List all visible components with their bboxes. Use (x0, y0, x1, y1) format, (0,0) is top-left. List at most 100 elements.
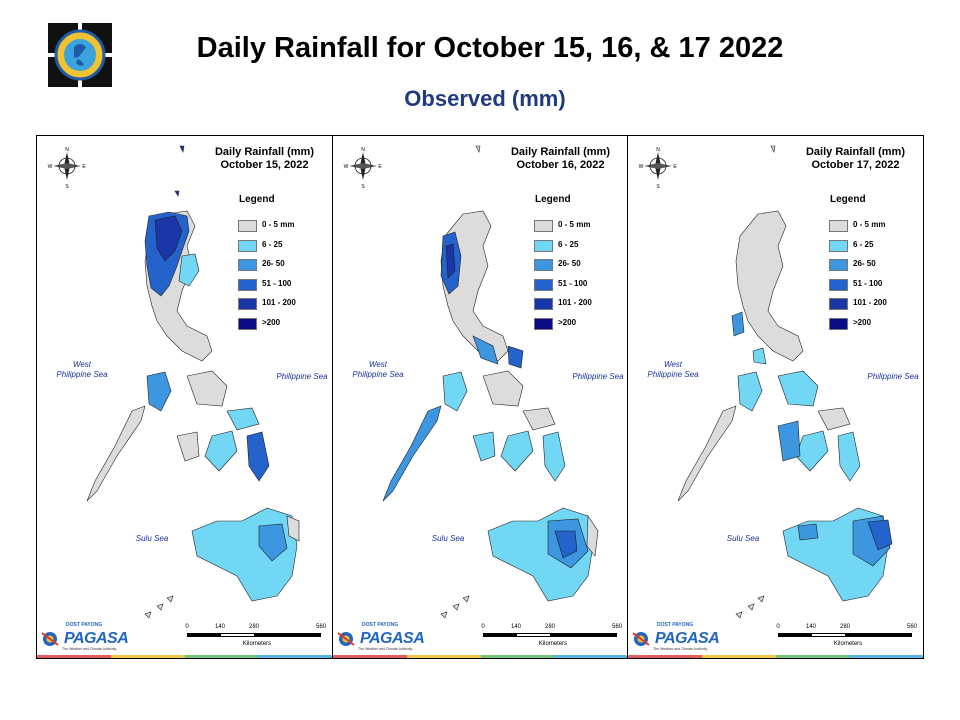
compass-north-label: N (361, 147, 365, 153)
compass-south-label: S (656, 184, 660, 190)
legend-label: >200 (262, 317, 281, 327)
legend-label: 0 - 5 mm (558, 220, 591, 229)
color-strip (37, 655, 332, 658)
legend-title: Legend (830, 194, 866, 205)
legend-label: 26- 50 (853, 259, 876, 269)
compass-rose: N S E W (638, 146, 678, 190)
sea-label-sulu: Sulu Sea (431, 534, 465, 543)
brand-small-text: DOST PAYONG (657, 622, 694, 628)
scale-unit: Kilometers (242, 641, 272, 647)
legend-swatch (238, 317, 257, 330)
compass-east-label: E (82, 164, 86, 170)
legend-label: >200 (558, 317, 577, 327)
sea-label-line: Philippine Sea (56, 370, 108, 379)
legend-swatch (238, 220, 257, 232)
compass-east-label: E (378, 164, 382, 170)
legend-swatch (829, 220, 848, 232)
scale-bar-graphic (778, 633, 912, 637)
legend-swatch (534, 278, 553, 291)
legend-swatch (534, 259, 553, 272)
legend-swatch (829, 239, 848, 252)
scale-bar: 0 140 280 560 Kilometers (481, 624, 623, 654)
legend-swatch (534, 239, 553, 252)
legend-swatch (829, 317, 848, 330)
legend-swatch (238, 239, 257, 252)
sea-label-sulu: Sulu Sea (726, 534, 760, 543)
pagasa-brand-logo: DOST PAYONG PAGASA The Weather and Clima… (631, 620, 720, 652)
brand-small-text: DOST PAYONG (362, 622, 399, 628)
legend-label: 51 - 100 (262, 278, 292, 288)
scale-tick: 0 (481, 624, 485, 630)
scale-tick: 140 (214, 624, 226, 630)
legend-title: Legend (535, 194, 571, 205)
sea-label-west-philippine: West Philippine Sea (638, 360, 708, 380)
compass-west-label: W (639, 164, 644, 170)
page-title: Daily Rainfall for October 15, 16, & 17 … (196, 32, 784, 64)
map-title-label: Daily Rainfall (mm) (805, 146, 906, 158)
sea-label-line: West (663, 360, 683, 369)
map-title-label: Daily Rainfall (mm) (214, 146, 315, 158)
brand-tagline: The Weather and Climate Authority (62, 647, 117, 651)
legend-label: 101 - 200 (558, 298, 592, 308)
legend-label: 51 - 100 (853, 278, 883, 288)
legend-label: 6 - 25 (853, 239, 874, 249)
legend-label: 26- 50 (558, 259, 581, 269)
brand-tagline: The Weather and Climate Authority (358, 647, 413, 651)
map-panel-oct-17: N S E W Daily Rainfall (mm) October 17, … (627, 136, 923, 658)
color-strip (333, 655, 628, 658)
scale-tick: 280 (248, 624, 260, 630)
legend-label: >200 (853, 317, 872, 327)
sea-label-west-philippine: West Philippine Sea (47, 360, 117, 380)
map-date: October 16, 2022 (516, 159, 605, 171)
philippines-rainfall-map (86, 145, 300, 619)
map-title-label: Daily Rainfall (mm) (510, 146, 611, 158)
pagasa-mark-icon (632, 632, 650, 646)
map-date: October 17, 2022 (811, 159, 900, 171)
brand-name: PAGASA (360, 630, 425, 647)
legend-swatch (534, 317, 553, 330)
legend-label: 0 - 5 mm (262, 220, 295, 229)
map-title: Daily Rainfall (mm) October 16, 2022 (498, 146, 623, 172)
compass-east-label: E (673, 164, 677, 170)
brand-name: PAGASA (655, 630, 720, 647)
scale-tick: 560 (906, 624, 918, 630)
brand-tagline: The Weather and Climate Authority (653, 647, 708, 651)
legend-label: 101 - 200 (853, 298, 887, 308)
maps-container: N S E W Daily Rainfall (mm) October 15, … (36, 135, 924, 659)
sea-label-philippine: Philippine Sea (276, 372, 328, 381)
legend-swatch (829, 259, 848, 272)
scale-tick: 280 (839, 624, 851, 630)
legend-swatch (829, 298, 848, 311)
map-panel-oct-16: N S E W Daily Rainfall (mm) October 16, … (332, 136, 628, 658)
scale-tick: 560 (315, 624, 327, 630)
scale-unit: Kilometers (538, 641, 568, 647)
scale-tick: 0 (185, 624, 189, 630)
compass-west-label: W (344, 164, 349, 170)
pagasa-seal-logo (48, 23, 112, 87)
scale-unit: Kilometers (833, 641, 863, 647)
map-title: Daily Rainfall (mm) October 17, 2022 (793, 146, 918, 172)
pagasa-mark-icon (337, 632, 355, 646)
philippines-rainfall-map (677, 145, 893, 619)
map-panel-oct-15: N S E W Daily Rainfall (mm) October 15, … (37, 136, 332, 658)
legend-label: 101 - 200 (262, 298, 296, 308)
scale-tick: 140 (510, 624, 522, 630)
scale-tick: 280 (544, 624, 556, 630)
legend-swatch (534, 298, 553, 311)
color-strip (628, 655, 923, 658)
map-title: Daily Rainfall (mm) October 15, 2022 (202, 146, 327, 172)
scale-tick: 0 (776, 624, 780, 630)
legend-title: Legend (239, 194, 275, 205)
philippines-rainfall-map (382, 145, 599, 619)
legend-label: 6 - 25 (262, 239, 283, 249)
legend-label: 51 - 100 (558, 278, 588, 288)
legend-label: 26- 50 (262, 259, 285, 269)
sea-label-line: Philippine Sea (647, 370, 699, 379)
sea-label-philippine: Philippine Sea (572, 372, 624, 381)
compass-south-label: S (65, 184, 69, 190)
scale-tick: 560 (611, 624, 623, 630)
legend-label: 6 - 25 (558, 239, 579, 249)
scale-bar-graphic (483, 633, 617, 637)
legend-swatch (238, 298, 257, 311)
compass-rose: N S E W (47, 146, 87, 190)
